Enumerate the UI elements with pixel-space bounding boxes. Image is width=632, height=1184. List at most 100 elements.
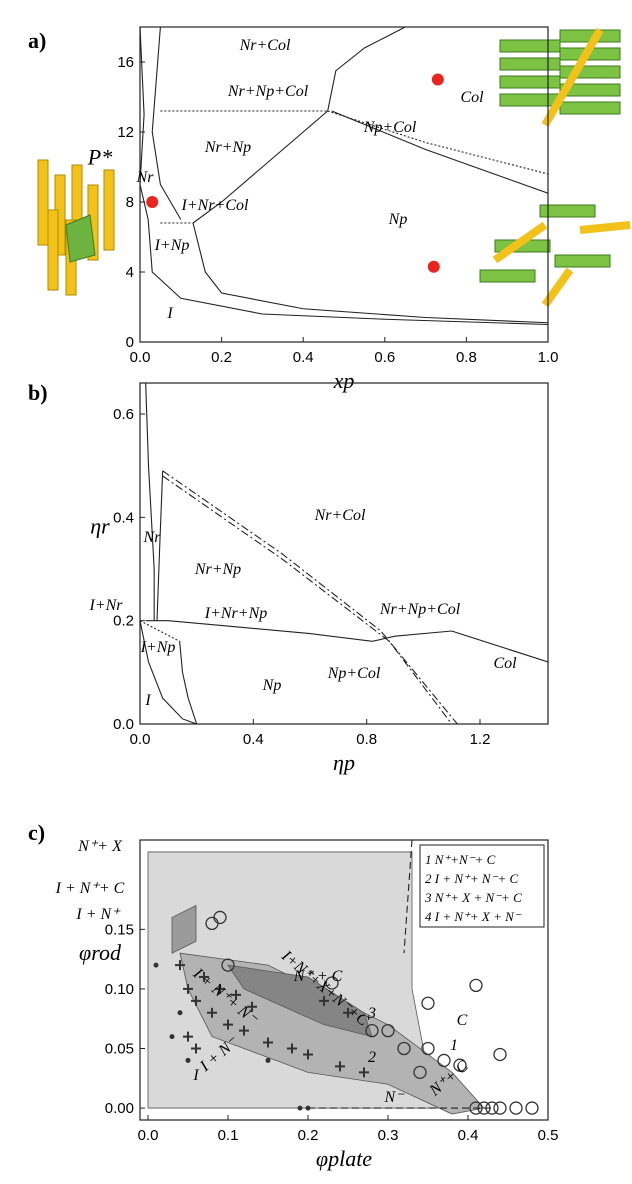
legend-entry: 2 I + N⁺+ N⁻+ C: [425, 871, 518, 886]
x-tick-label: 0.5: [538, 1127, 559, 1144]
cartoon-nematic: [480, 205, 630, 305]
legend-entry: 1 N⁺+N⁻+ C: [425, 852, 496, 867]
region-label: 2: [368, 1049, 376, 1066]
region-label: I: [166, 305, 173, 322]
y-axis-label: P*: [87, 145, 112, 170]
phase-boundary: [163, 476, 452, 724]
x-tick-label: 0.0: [130, 731, 151, 748]
y-tick-label: 0.4: [113, 509, 134, 526]
data-point: [428, 261, 440, 273]
legend-entry: 3 N⁺+ X + N⁻+ C: [424, 890, 522, 905]
region-label: Nr: [143, 529, 162, 546]
y-axis-label: φrod: [79, 940, 122, 965]
y-tick-label: 16: [117, 54, 134, 71]
region-label: I: [192, 1067, 199, 1084]
region-label: Nr+Np: [204, 139, 251, 156]
data-point: [422, 997, 434, 1009]
phase-boundary: [328, 27, 406, 111]
region-label: N⁺+ X: [77, 838, 123, 855]
region-label: I+Nr+Np: [204, 605, 268, 622]
region-label: Nr: [136, 169, 155, 186]
x-tick-label: 1.0: [538, 349, 559, 366]
y-tick-label: 12: [117, 124, 134, 141]
data-point: [178, 1010, 183, 1015]
region-label: 3: [367, 1005, 376, 1022]
x-tick-label: 0.8: [356, 731, 377, 748]
data-point: [170, 1034, 175, 1039]
y-tick-label: 0: [126, 334, 134, 351]
y-tick-label: 4: [126, 264, 134, 281]
y-tick-label: 0.2: [113, 613, 134, 630]
region-label: Np+Col: [363, 119, 417, 136]
region-label: I: [144, 692, 151, 709]
data-point: [154, 963, 159, 968]
y-tick-label: 0.10: [105, 981, 134, 998]
x-tick-label: 0.3: [378, 1127, 399, 1144]
cartoon-rods: [38, 160, 114, 295]
y-axis-label: ηr: [90, 514, 110, 539]
region-label: Nr+Np+Col: [227, 83, 309, 100]
cartoon-columns: [500, 30, 620, 125]
region-label: I+Nr+Col: [181, 197, 249, 214]
region-label: I+Np: [140, 639, 176, 656]
y-tick-label: 0.6: [113, 406, 134, 423]
plot-frame: [140, 27, 548, 342]
data-point: [526, 1102, 538, 1114]
data-point: [510, 1102, 522, 1114]
x-tick-label: 0.8: [456, 349, 477, 366]
panel-label: b): [28, 380, 48, 405]
x-tick-label: 0.2: [298, 1127, 319, 1144]
legend-entry: 4 I + N⁺+ X + N⁻: [425, 909, 522, 924]
x-tick-label: 0.2: [211, 349, 232, 366]
region-label: Nr+Np+Col: [379, 601, 461, 618]
region-label: I+Nr: [88, 597, 123, 614]
phase-boundary: [146, 621, 548, 662]
phase-boundary: [152, 27, 181, 220]
panel-label: c): [28, 820, 45, 845]
x-tick-label: 0.4: [293, 349, 314, 366]
y-tick-label: 0.05: [105, 1041, 134, 1058]
data-point: [306, 1106, 311, 1111]
phase-boundary: [163, 471, 458, 724]
region-label: N⁻: [383, 1089, 405, 1106]
phase-boundary: [328, 111, 548, 174]
region-label: Np: [388, 211, 408, 228]
region-label: Np: [262, 677, 282, 694]
x-axis-label: ηp: [333, 750, 355, 775]
x-tick-label: 0.4: [243, 731, 264, 748]
x-tick-label: 0.6: [374, 349, 395, 366]
region-label: I + N⁺: [75, 906, 121, 923]
x-tick-label: 1.2: [470, 731, 491, 748]
data-point: [186, 1058, 191, 1063]
x-tick-label: 0.4: [458, 1127, 479, 1144]
data-point: [146, 196, 158, 208]
region-label: Col: [493, 655, 517, 672]
data-point: [494, 1048, 506, 1060]
region-label: 1: [450, 1037, 458, 1054]
y-tick-label: 0.0: [113, 716, 134, 733]
data-point: [494, 1102, 506, 1114]
data-point: [432, 74, 444, 86]
x-tick-label: 0.1: [218, 1127, 239, 1144]
x-tick-label: 0.0: [138, 1127, 159, 1144]
phase-boundary: [146, 383, 155, 621]
region-label: I+Np: [154, 237, 190, 254]
data-point: [266, 1058, 271, 1063]
region-label: Np+Col: [327, 665, 381, 682]
figure: 0.00.20.40.60.81.00481216a)xpP*Nr+ColNr+…: [0, 0, 632, 1184]
region-label: Col: [460, 89, 484, 106]
region-label: Nr+Col: [314, 507, 366, 524]
region-label: C: [457, 1012, 468, 1029]
x-axis-label: xp: [333, 368, 355, 393]
panel-label: a): [28, 28, 46, 53]
x-tick-label: 0.0: [130, 349, 151, 366]
x-axis-label: φplate: [316, 1146, 372, 1171]
data-point: [470, 979, 482, 991]
region-label: Nr+Col: [239, 37, 291, 54]
data-point: [298, 1106, 303, 1111]
region-label: I + N⁺+ C: [55, 880, 125, 897]
region-label: Nr+Np: [194, 561, 241, 578]
y-tick-label: 8: [126, 194, 134, 211]
y-tick-label: 0.00: [105, 1100, 134, 1117]
phase-boundary: [180, 641, 197, 724]
